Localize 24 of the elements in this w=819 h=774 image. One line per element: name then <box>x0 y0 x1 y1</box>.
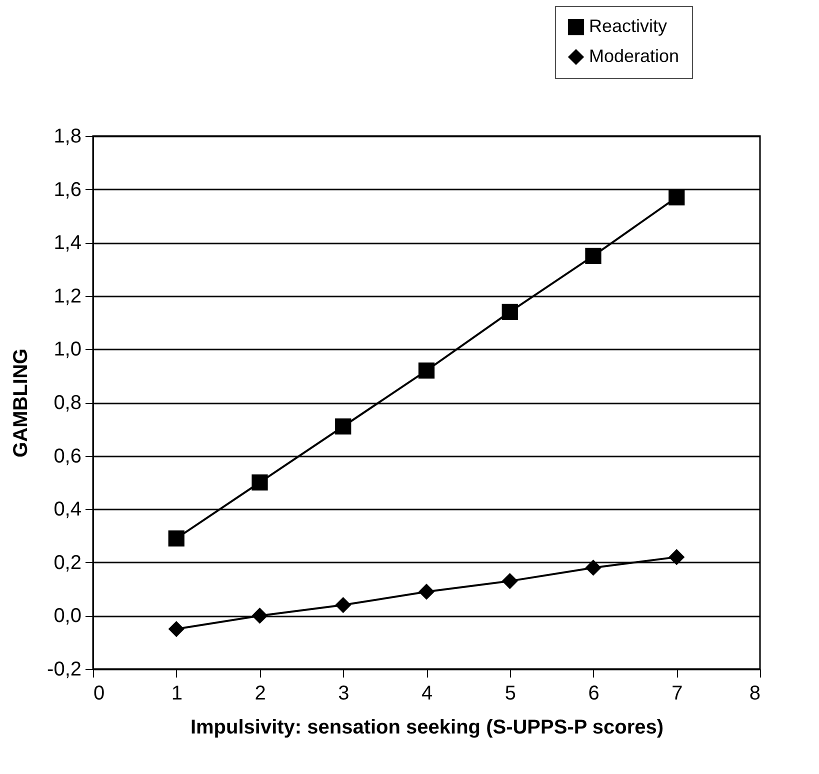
y-axis-title: GAMBLING <box>10 348 32 458</box>
y-tick-label: -0,2 <box>47 658 82 680</box>
y-tick-label: 1,0 <box>54 338 82 361</box>
x-tick-label: 4 <box>421 682 433 704</box>
y-tick-label: 0,2 <box>54 552 82 574</box>
x-tick-label: 0 <box>94 682 105 704</box>
x-tick-label: 7 <box>672 682 683 704</box>
y-tick-label: 1,2 <box>54 285 82 308</box>
x-tick-label: 1 <box>171 682 182 704</box>
y-tick-label: 0,4 <box>54 498 82 521</box>
x-tick-label: 5 <box>504 682 516 704</box>
legend-label: Moderation <box>589 46 680 66</box>
legend-label: Reactivity <box>589 16 668 36</box>
x-tick-label: 2 <box>254 682 266 704</box>
y-tick-label: 1,6 <box>54 178 82 201</box>
y-tick-label: 0,6 <box>54 445 82 468</box>
x-tick-label: 3 <box>338 682 350 704</box>
x-axis-title: Impulsivity: sensation seeking (S-UPPS-P scores) <box>190 716 664 738</box>
x-tick-label: 8 <box>749 682 760 704</box>
y-tick-label: 1,4 <box>54 232 82 254</box>
y-tick-label: 0,0 <box>54 605 82 628</box>
y-tick-label: 0,8 <box>54 392 82 414</box>
y-tick-label: 1,8 <box>54 126 82 148</box>
x-tick-label: 6 <box>588 682 600 704</box>
